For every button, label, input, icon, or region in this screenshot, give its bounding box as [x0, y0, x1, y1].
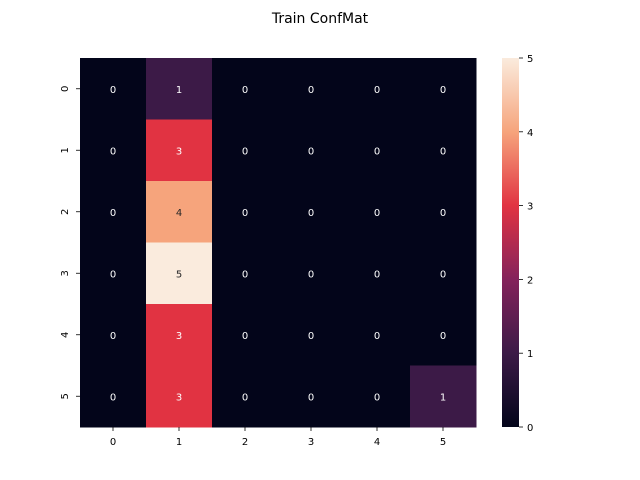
heatmap-cell [212, 242, 279, 305]
heatmap-cell [410, 304, 477, 366]
heatmap-cell [410, 181, 477, 243]
y-tick-label: 5 [60, 393, 71, 399]
heatmap-cell [212, 119, 279, 182]
cell-value-label: 0 [242, 331, 248, 342]
cell-value-label: 0 [308, 392, 314, 403]
y-tick-label: 4 [60, 332, 71, 338]
heatmap-cell [344, 365, 411, 428]
colorbar [502, 58, 519, 427]
heatmap-cell [80, 181, 147, 243]
heatmap-cell [146, 365, 213, 428]
heatmap-cell [344, 119, 411, 182]
heatmap-cell [80, 365, 147, 428]
cell-value-label: 0 [242, 208, 248, 219]
cell-value-label: 0 [242, 392, 248, 403]
cell-value-label: 0 [374, 269, 380, 280]
cell-value-label: 1 [440, 392, 446, 403]
cell-value-label: 0 [440, 269, 446, 280]
heatmap-cell [278, 58, 345, 120]
heatmap-cell [344, 242, 411, 305]
cell-value-label: 0 [374, 208, 380, 219]
cell-value-label: 3 [176, 331, 182, 342]
cell-value-label: 0 [308, 269, 314, 280]
heatmap-cell [212, 181, 279, 243]
y-tick-label: 2 [60, 209, 71, 215]
colorbar-tick-label: 4 [527, 128, 533, 139]
heatmap-cell [344, 304, 411, 366]
cell-value-label: 1 [176, 85, 182, 96]
heatmap-cell [410, 119, 477, 182]
heatmap-cell [212, 304, 279, 366]
cell-value-label: 0 [110, 85, 116, 96]
cell-value-label: 0 [308, 146, 314, 157]
cell-value-label: 0 [242, 146, 248, 157]
cell-value-label: 3 [176, 146, 182, 157]
cell-value-label: 0 [440, 146, 446, 157]
cell-value-label: 0 [440, 208, 446, 219]
cell-value-label: 0 [374, 331, 380, 342]
heatmap-cell [410, 58, 477, 120]
y-tick-label: 3 [60, 270, 71, 276]
heatmap-cells: 0 1 0 0 0 0 0 3 0 0 0 0 0 4 0 0 0 0 0 5 0 0 0 0 0 3 0 0 0 0 0 3 0 0 0 1 [80, 58, 477, 428]
heatmap-cell [278, 119, 345, 182]
heatmap-cell [278, 181, 345, 243]
cell-value-label: 0 [440, 85, 446, 96]
y-tick-label: 1 [60, 147, 71, 153]
heatmap-cell [80, 304, 147, 366]
x-tick-label: 3 [308, 437, 314, 448]
cell-value-label: 5 [176, 269, 182, 280]
cell-value-label: 0 [374, 85, 380, 96]
heatmap-cell [212, 58, 279, 120]
heatmap-cell [278, 304, 345, 366]
heatmap-cell [410, 242, 477, 305]
cell-value-label: 0 [374, 392, 380, 403]
colorbar-tick-label: 3 [527, 202, 533, 213]
colorbar-tick-label: 5 [527, 54, 533, 65]
cell-value-label: 0 [110, 331, 116, 342]
cell-value-label: 0 [308, 331, 314, 342]
colorbar-tick-label: 2 [527, 275, 533, 286]
heatmap-cell [344, 181, 411, 243]
x-tick-label: 0 [110, 437, 116, 448]
cell-value-label: 0 [242, 85, 248, 96]
cell-value-label: 0 [242, 269, 248, 280]
cell-value-label: 0 [110, 208, 116, 219]
cell-value-label: 4 [176, 208, 182, 219]
heatmap-cell [410, 365, 477, 428]
heatmap-cell [146, 242, 213, 305]
cell-value-label: 0 [308, 85, 314, 96]
chart-title: Train ConfMat [271, 11, 369, 27]
heatmap-cell [278, 365, 345, 428]
cell-value-label: 0 [308, 208, 314, 219]
heatmap-cell [80, 242, 147, 305]
heatmap-cell [80, 119, 147, 182]
x-tick-label: 2 [242, 437, 248, 448]
x-tick-label: 5 [440, 437, 446, 448]
cell-value-label: 0 [374, 146, 380, 157]
cell-value-label: 0 [440, 331, 446, 342]
heatmap-cell [278, 242, 345, 305]
heatmap-cell [80, 58, 147, 120]
x-axis: 0 1 2 3 4 5 [110, 427, 446, 448]
heatmap-cell [146, 181, 213, 243]
y-tick-label: 0 [60, 86, 71, 92]
heatmap-cell [344, 58, 411, 120]
x-tick-label: 4 [374, 437, 380, 448]
cell-value-label: 0 [110, 392, 116, 403]
heatmap-cell [212, 365, 279, 428]
heatmap-cell [146, 58, 213, 120]
y-axis: 0 1 2 3 4 5 [60, 86, 80, 399]
cell-value-label: 3 [176, 392, 182, 403]
colorbar-axis: 0 1 2 3 4 5 [519, 54, 533, 434]
x-tick-label: 1 [176, 437, 182, 448]
cell-value-label: 0 [110, 146, 116, 157]
colorbar-tick-label: 0 [527, 423, 533, 434]
cell-value-label: 0 [110, 269, 116, 280]
heatmap-cell [146, 304, 213, 366]
colorbar-tick-label: 1 [527, 349, 533, 360]
heatmap-cell [146, 119, 213, 182]
